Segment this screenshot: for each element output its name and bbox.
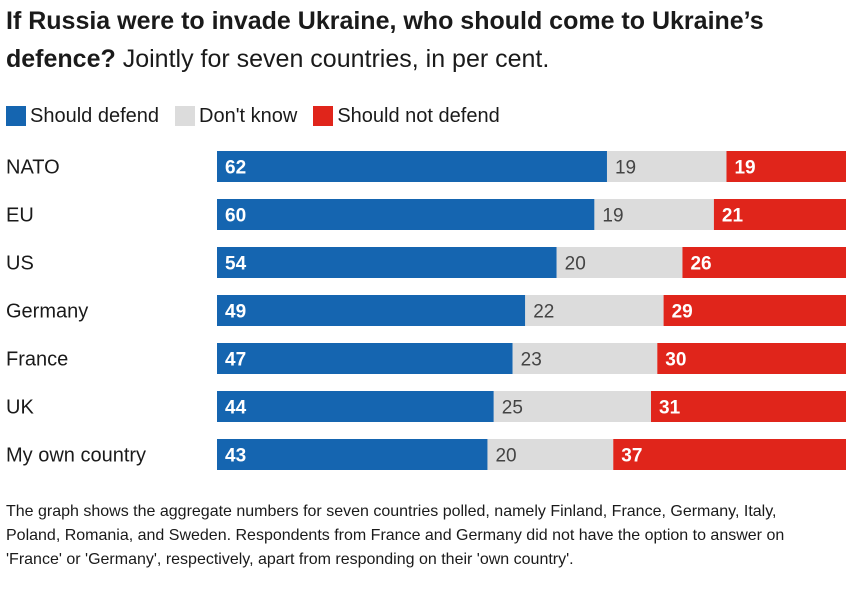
bar-should-defend-my-own-country: [217, 439, 488, 470]
value-label-dont-know-us: 20: [565, 254, 586, 275]
stacked-bar-chart: NATO 62 19 19 EU 60 19 21 US 54 20 26 Germany 49 22 29 F…: [6, 151, 846, 470]
legend-label-should-defend: Should defend: [30, 104, 160, 127]
value-label-should-defend-uk: 44: [225, 398, 247, 419]
legend-item-should-defend: Should defend: [6, 105, 159, 128]
footnote: The graph shows the aggregate numbers fo…: [6, 503, 785, 568]
bar-should-defend-us: [217, 247, 557, 278]
value-label-should-defend-france: 47: [225, 350, 246, 371]
bar-should-not-defend-germany: [663, 295, 846, 326]
bar-should-not-defend-my-own-country: [613, 439, 846, 470]
value-label-should-not-defend-germany: 29: [672, 302, 693, 323]
bar-should-defend-uk: [217, 391, 494, 422]
bar-should-defend-nato: [217, 151, 607, 182]
value-label-dont-know-nato: 19: [615, 158, 636, 179]
legend-label-dont-know: Don't know: [199, 104, 298, 127]
category-label-germany: Germany: [6, 301, 88, 323]
value-label-should-not-defend-france: 30: [665, 350, 686, 371]
title-question: If Russia were to invade Ukraine, who sh…: [6, 7, 764, 73]
bar-should-defend-germany: [217, 295, 526, 326]
value-label-should-defend-germany: 49: [225, 302, 246, 323]
category-label-my-own-country: My own country: [6, 445, 146, 467]
chart-title: If Russia were to invade Ukraine, who sh…: [6, 2, 846, 78]
legend-swatch-dont-know: [175, 106, 196, 126]
bar-should-not-defend-eu: [713, 199, 846, 230]
category-label-eu: EU: [6, 205, 34, 227]
value-label-should-defend-eu: 60: [225, 206, 246, 227]
value-label-should-not-defend-us: 26: [690, 254, 711, 275]
bar-dont-know-germany: [525, 295, 664, 326]
bar-dont-know-my-own-country: [487, 439, 614, 470]
bar-should-not-defend-uk: [651, 391, 846, 422]
legend-label-should-not-defend: Should not defend: [337, 104, 500, 127]
category-label-us: US: [6, 253, 34, 275]
bar-dont-know-uk: [493, 391, 652, 422]
bar-dont-know-eu: [594, 199, 714, 230]
value-label-should-defend-us: 54: [225, 254, 247, 275]
value-label-should-not-defend-eu: 21: [722, 206, 744, 227]
value-label-should-not-defend-uk: 31: [659, 398, 681, 419]
value-label-should-not-defend-nato: 19: [734, 158, 755, 179]
value-label-should-not-defend-my-own-country: 37: [621, 446, 642, 467]
bar-should-not-defend-france: [657, 343, 846, 374]
category-label-uk: UK: [6, 397, 34, 419]
bar-should-defend-eu: [217, 199, 595, 230]
bar-dont-know-nato: [606, 151, 727, 182]
value-label-dont-know-my-own-country: 20: [495, 446, 516, 467]
bar-should-not-defend-us: [682, 247, 846, 278]
category-label-france: France: [6, 349, 68, 371]
legend-swatch-should-defend: [6, 106, 26, 126]
bar-dont-know-france: [512, 343, 658, 374]
category-label-nato: NATO: [6, 157, 60, 179]
legend-item-should-not-defend: Should not defend: [313, 104, 500, 128]
chart-legend: Should defend Don't know Should not defe…: [6, 104, 516, 128]
value-label-dont-know-eu: 19: [602, 206, 623, 227]
bar-should-not-defend-nato: [726, 151, 846, 182]
value-label-dont-know-germany: 22: [533, 302, 554, 323]
value-label-should-defend-nato: 62: [225, 158, 246, 179]
value-label-should-defend-my-own-country: 43: [225, 446, 246, 467]
bar-should-defend-france: [217, 343, 513, 374]
value-label-dont-know-uk: 25: [502, 398, 523, 419]
bar-dont-know-us: [556, 247, 683, 278]
legend-swatch-should-not-defend: [313, 106, 334, 126]
legend-item-dont-know: Don't know: [175, 105, 297, 128]
title-subtitle: Jointly for seven countries, in per cent…: [122, 45, 550, 73]
value-label-dont-know-france: 23: [521, 350, 542, 371]
